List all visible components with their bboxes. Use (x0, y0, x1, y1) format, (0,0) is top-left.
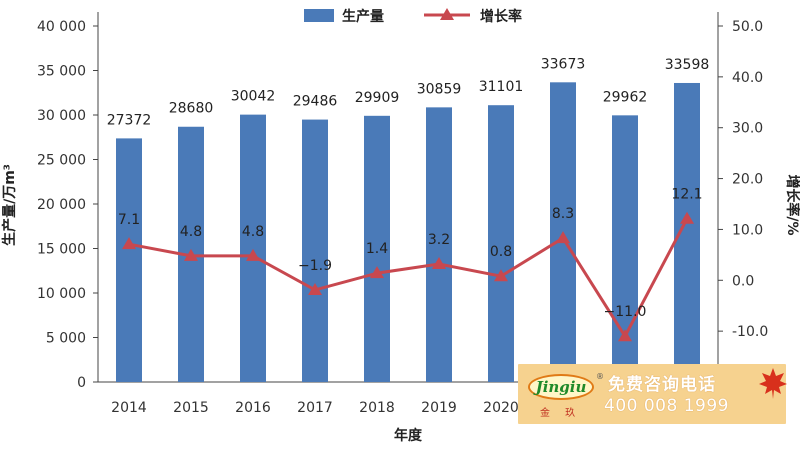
line-value-label: −1.9 (298, 258, 332, 274)
bar (488, 105, 514, 382)
bar (240, 114, 266, 383)
left-tick-label: 20 000 (37, 197, 86, 213)
ad-phone-number[interactable]: 400 008 1999 (604, 396, 729, 416)
right-tick-label: 30.0 (732, 121, 763, 137)
line-value-label: 1.4 (366, 241, 388, 257)
line-point-marker (308, 282, 322, 295)
bar-value-label: 33673 (541, 56, 586, 72)
bar-value-label: 29962 (603, 89, 648, 105)
left-tick-label: 0 (77, 375, 86, 391)
bar (302, 119, 328, 383)
left-tick-label: 25 000 (37, 153, 86, 169)
bar-value-label: 29909 (355, 90, 400, 106)
line-value-label: 0.8 (490, 244, 512, 260)
maple-leaf-icon (759, 368, 787, 399)
legend-bar-label: 生产量 (342, 8, 384, 25)
line-point-marker (432, 257, 446, 270)
x-tick-label: 2014 (111, 400, 147, 416)
bar-value-label: 30042 (231, 89, 276, 105)
left-y-axis: 0 5 000 10 000 15 000 20 000 25 000 30 000 35 0… (37, 12, 99, 391)
growth-rate-line (128, 218, 689, 340)
left-y-axis-title: 生产量/万m³ (1, 164, 18, 246)
x-tick-label: 2020 (483, 400, 519, 416)
line-series: 7.1 4.8 4.8 −1.9 1.4 3.2 0.8 8.3 −11.0 12.1 (118, 187, 703, 342)
bar-value-label: 30859 (417, 81, 462, 97)
right-tick-label: 10.0 (732, 222, 763, 238)
left-tick-label: 35 000 (37, 64, 86, 80)
line-point-marker (494, 269, 508, 282)
right-tick-label: 0.0 (732, 273, 754, 289)
registered-mark-icon: ® (596, 372, 604, 381)
bar-value-label: 31101 (479, 79, 524, 95)
bar (612, 115, 638, 383)
line-value-label: 3.2 (428, 232, 450, 248)
line-point-marker (184, 248, 198, 261)
bar-series: 27372 28680 30042 29486 29909 30859 31101 33673… (107, 56, 710, 383)
bar (364, 115, 390, 382)
right-tick-label: -10.0 (732, 324, 768, 340)
x-tick-label: 2016 (235, 400, 271, 416)
line-point-marker (618, 329, 632, 342)
bar-value-label: 27372 (107, 112, 152, 128)
bar (116, 138, 142, 382)
legend-line-label: 增长率 (480, 8, 522, 25)
line-point-marker (122, 237, 136, 250)
left-tick-label: 10 000 (37, 286, 86, 302)
ad-title: 免费咨询电话 (608, 375, 716, 395)
x-axis-title: 年度 (394, 427, 423, 444)
left-tick-label: 40 000 (37, 19, 86, 35)
x-tick-label: 2017 (297, 400, 333, 416)
line-value-label: 4.8 (242, 224, 264, 240)
x-tick-label: 2019 (421, 400, 457, 416)
left-tick-label: 30 000 (37, 108, 86, 124)
legend-triangle-marker (440, 8, 454, 20)
line-point-marker (246, 248, 260, 261)
right-tick-label: 50.0 (732, 19, 763, 35)
left-tick-label: 5 000 (46, 331, 86, 347)
right-y-axis-title: 增长率/% (784, 174, 800, 235)
line-point-marker (680, 211, 694, 224)
bar (426, 107, 452, 383)
right-tick-label: 20.0 (732, 172, 763, 188)
company-logo: Jingiu 金 玖 ® (528, 370, 604, 419)
line-value-label: 7.1 (118, 212, 140, 228)
x-tick-label: 2015 (173, 400, 209, 416)
line-value-label: 4.8 (180, 224, 202, 240)
contact-ad-banner[interactable]: Jingiu 金 玖 ® 免费咨询电话 400 008 1999 (518, 364, 787, 424)
line-point-marker (370, 266, 384, 279)
line-value-label: 8.3 (552, 206, 574, 222)
bar-value-label: 29486 (293, 94, 338, 110)
line-value-label: −11.0 (604, 304, 647, 320)
right-y-axis: -10.0 0.0 10.0 20.0 30.0 40.0 50.0 (717, 12, 768, 382)
legend-bar-swatch (304, 9, 334, 22)
line-point-marker (556, 231, 570, 244)
bar-value-label: 28680 (169, 101, 214, 117)
bar (674, 82, 700, 383)
logo-ellipse: Jingiu (528, 374, 594, 400)
legend: 生产量 增长率 (304, 8, 522, 25)
left-tick-label: 15 000 (37, 242, 86, 258)
right-tick-label: 40.0 (732, 70, 763, 86)
bar-value-label: 33598 (665, 57, 710, 73)
logo-subtext: 金 玖 (540, 408, 582, 419)
x-tick-label: 2018 (359, 400, 395, 416)
line-value-label: 12.1 (671, 187, 702, 203)
